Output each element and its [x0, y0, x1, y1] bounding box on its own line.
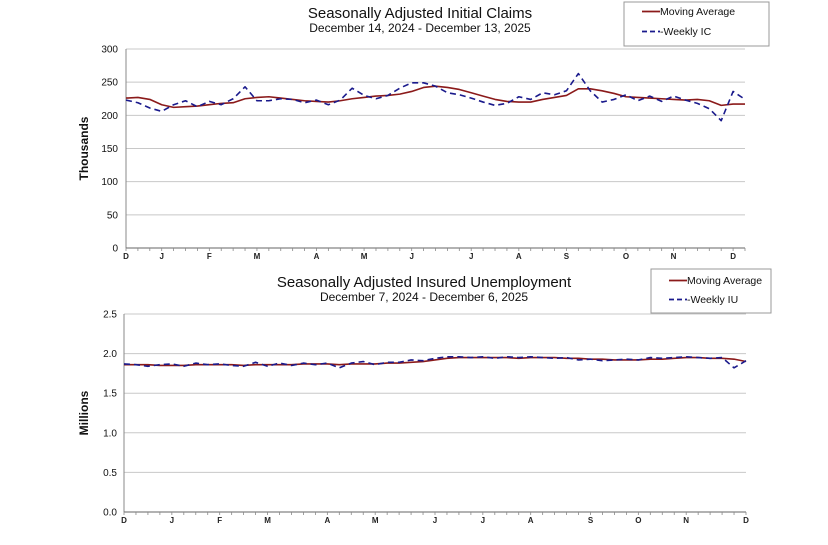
y-tick-label: 0.5 [103, 468, 117, 479]
x-tick-label: J [159, 252, 163, 261]
legend: Moving Average -Weekly IU [650, 268, 772, 314]
y-axis-label: Thousands [77, 116, 91, 180]
x-tick-label: A [314, 252, 320, 261]
y-tick-label: 300 [101, 45, 118, 56]
x-tick-label: F [217, 516, 222, 525]
x-tick-label: F [207, 252, 212, 261]
legend: Moving Average -Weekly IC [623, 1, 770, 47]
y-tick-label: 200 [101, 111, 118, 122]
x-tick-label: M [264, 516, 271, 525]
legend-box [650, 268, 772, 314]
chart-subtitle: December 7, 2024 - December 6, 2025 [320, 290, 528, 304]
x-tick-label: J [433, 516, 437, 525]
x-tick-label: J [481, 516, 485, 525]
y-tick-label: 1.5 [103, 389, 117, 400]
x-tick-label: S [588, 516, 594, 525]
x-tick-label: O [635, 516, 641, 525]
legend-box [623, 1, 770, 47]
chart-1: Seasonally Adjusted Initial ClaimsDecemb… [77, 1, 770, 261]
y-tick-label: 50 [107, 210, 119, 221]
x-tick-label: A [516, 252, 522, 261]
series-line-weekly-ic [125, 72, 746, 122]
x-tick-label: A [528, 516, 534, 525]
legend-label: -Weekly IU [687, 294, 738, 306]
legend-label: Moving Average [687, 275, 762, 287]
chart-2: Seasonally Adjusted Insured Unemployment… [77, 268, 772, 525]
x-tick-label: D [730, 252, 736, 261]
x-tick-label: J [170, 516, 174, 525]
chart-subtitle: December 14, 2024 - December 13, 2025 [309, 21, 531, 35]
x-tick-label: D [743, 516, 749, 525]
legend-label: Moving Average [660, 6, 735, 18]
x-tick-label: O [623, 252, 629, 261]
x-tick-label: J [469, 252, 473, 261]
y-tick-label: 2.0 [103, 349, 117, 360]
y-tick-label: 0.0 [103, 508, 117, 519]
x-tick-label: J [409, 252, 413, 261]
y-tick-label: 2.5 [103, 310, 117, 321]
chart-title: Seasonally Adjusted Initial Claims [308, 5, 532, 22]
x-tick-label: D [121, 516, 127, 525]
legend-label: -Weekly IC [660, 26, 712, 38]
y-tick-label: 100 [101, 177, 118, 188]
x-tick-label: N [683, 516, 689, 525]
y-tick-label: 1.0 [103, 428, 117, 439]
y-tick-label: 250 [101, 78, 118, 89]
x-tick-label: N [671, 252, 677, 261]
y-tick-label: 0 [112, 244, 118, 255]
x-tick-label: A [324, 516, 330, 525]
x-tick-label: D [123, 252, 129, 261]
x-tick-label: M [372, 516, 379, 525]
x-tick-label: M [361, 252, 368, 261]
chart-title: Seasonally Adjusted Insured Unemployment [277, 274, 572, 291]
x-tick-label: S [564, 252, 570, 261]
series-line-weekly-iu [123, 355, 747, 369]
y-tick-label: 150 [101, 144, 118, 155]
x-tick-label: M [254, 252, 261, 261]
y-axis-label: Millions [77, 390, 91, 435]
